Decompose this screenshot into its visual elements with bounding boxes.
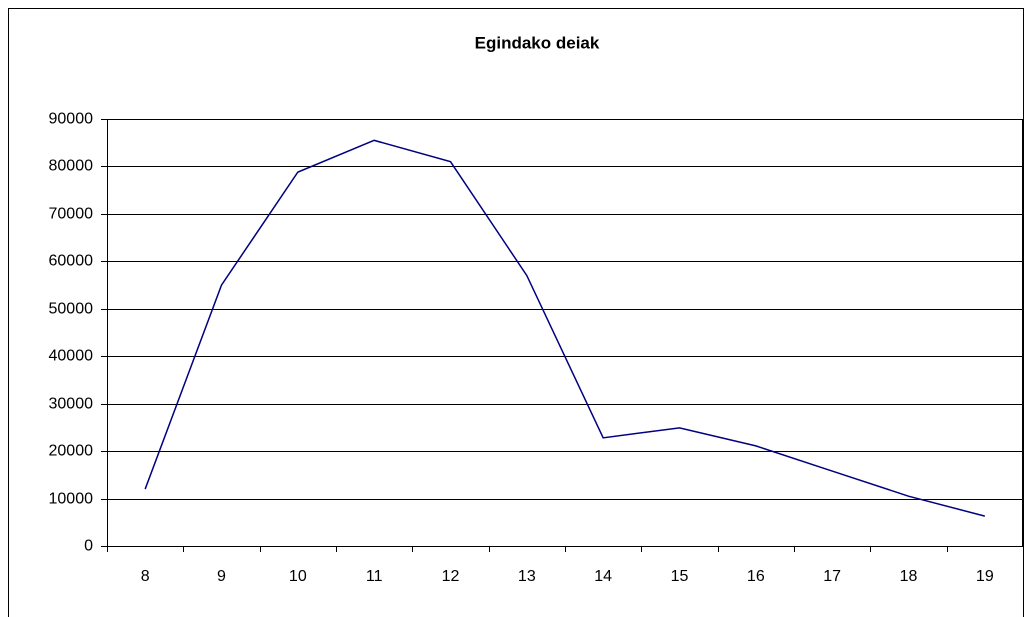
x-tick-label: 14 xyxy=(594,568,612,585)
x-tick-label: 10 xyxy=(289,568,307,585)
x-tick-label: 17 xyxy=(823,568,841,585)
y-tick-label: 20000 xyxy=(49,443,94,460)
x-tick-label: 11 xyxy=(366,568,383,585)
chart-frame xyxy=(8,8,1024,617)
y-tick-label: 80000 xyxy=(49,158,94,175)
x-tick-label: 8 xyxy=(141,568,150,585)
x-tick-label: 18 xyxy=(900,568,918,585)
x-tick-label: 16 xyxy=(747,568,765,585)
y-tick-label: 30000 xyxy=(49,396,94,413)
y-tick-label: 70000 xyxy=(49,206,94,223)
x-tick-label: 9 xyxy=(217,568,226,585)
x-tick-label: 13 xyxy=(518,568,536,585)
x-tick-label: 19 xyxy=(976,568,994,585)
y-tick-label: 0 xyxy=(84,538,93,555)
y-tick-label: 10000 xyxy=(49,491,94,508)
chart-title: Egindako deiak xyxy=(475,33,600,52)
y-tick-label: 60000 xyxy=(49,253,94,270)
data-line xyxy=(144,139,986,517)
y-tick-label: 90000 xyxy=(49,111,94,128)
x-tick-label: 12 xyxy=(442,568,460,585)
y-tick-label: 50000 xyxy=(49,301,94,318)
y-tick-label: 40000 xyxy=(49,348,94,365)
x-tick-label: 15 xyxy=(671,568,689,585)
